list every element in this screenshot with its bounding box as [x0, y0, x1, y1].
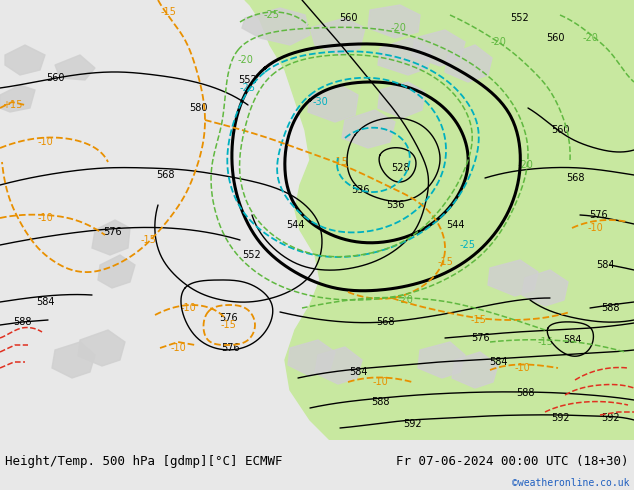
- Text: 588: 588: [13, 317, 31, 327]
- Text: ©weatheronline.co.uk: ©weatheronline.co.uk: [512, 478, 629, 488]
- Polygon shape: [418, 342, 465, 378]
- Text: -10: -10: [587, 223, 603, 233]
- Polygon shape: [78, 330, 125, 366]
- Text: 588: 588: [515, 388, 534, 398]
- Text: 584: 584: [349, 367, 367, 377]
- Text: 584: 584: [36, 297, 55, 307]
- Text: 552: 552: [238, 75, 257, 85]
- Text: 552: 552: [510, 13, 529, 23]
- Text: 592: 592: [551, 413, 569, 423]
- Text: +15: +15: [2, 100, 22, 110]
- Text: 560: 560: [339, 13, 357, 23]
- Text: -20: -20: [490, 37, 506, 47]
- Text: -15: -15: [537, 337, 553, 347]
- Text: 560: 560: [46, 73, 64, 83]
- Text: 560: 560: [551, 125, 569, 135]
- Text: 576: 576: [103, 227, 121, 237]
- Text: -20: -20: [397, 295, 413, 305]
- Polygon shape: [245, 0, 634, 440]
- Text: Fr 07-06-2024 00:00 UTC (18+30): Fr 07-06-2024 00:00 UTC (18+30): [396, 455, 629, 468]
- Text: -15: -15: [332, 157, 348, 167]
- Text: 576: 576: [589, 210, 607, 220]
- Text: 568: 568: [156, 170, 174, 180]
- Text: 592: 592: [600, 413, 619, 423]
- Polygon shape: [98, 255, 135, 288]
- Text: 536: 536: [351, 185, 369, 195]
- Polygon shape: [55, 55, 95, 80]
- Text: 544: 544: [286, 220, 304, 230]
- Text: 552: 552: [243, 250, 261, 260]
- Polygon shape: [242, 8, 310, 45]
- Text: 536: 536: [385, 200, 404, 210]
- Text: 584: 584: [596, 260, 614, 270]
- Text: -10: -10: [37, 137, 53, 147]
- Text: -25: -25: [460, 240, 476, 250]
- Text: 544: 544: [446, 220, 464, 230]
- Text: -25: -25: [240, 83, 256, 93]
- Text: 580: 580: [189, 103, 207, 113]
- Polygon shape: [310, 18, 365, 55]
- Text: -15: -15: [470, 315, 486, 325]
- Text: -10: -10: [37, 213, 53, 223]
- Polygon shape: [488, 260, 538, 296]
- Text: 568: 568: [376, 317, 394, 327]
- Text: -20: -20: [517, 160, 533, 170]
- Polygon shape: [315, 347, 362, 384]
- Text: 592: 592: [403, 419, 422, 429]
- Polygon shape: [445, 45, 492, 82]
- Text: 584: 584: [563, 335, 581, 345]
- Text: 576: 576: [470, 333, 489, 343]
- Text: -20: -20: [237, 55, 253, 65]
- Polygon shape: [0, 85, 35, 112]
- Text: 588: 588: [371, 397, 389, 407]
- Polygon shape: [378, 82, 425, 118]
- Text: -15: -15: [220, 320, 236, 330]
- Text: -25: -25: [264, 10, 280, 20]
- Polygon shape: [308, 85, 358, 122]
- Text: 576: 576: [219, 313, 237, 323]
- Polygon shape: [522, 270, 568, 306]
- Text: -20: -20: [582, 33, 598, 43]
- Polygon shape: [5, 45, 45, 75]
- Text: Height/Temp. 500 hPa [gdmp][°C] ECMWF: Height/Temp. 500 hPa [gdmp][°C] ECMWF: [5, 455, 283, 468]
- Text: -10: -10: [372, 377, 388, 387]
- Polygon shape: [288, 340, 335, 376]
- Polygon shape: [412, 30, 465, 66]
- Text: 576: 576: [221, 343, 239, 353]
- Text: -10: -10: [170, 343, 186, 353]
- Polygon shape: [378, 38, 432, 75]
- Text: -30: -30: [312, 97, 328, 107]
- Text: -15: -15: [437, 257, 453, 267]
- Text: 584: 584: [489, 357, 507, 367]
- Polygon shape: [92, 220, 130, 255]
- Text: 528: 528: [391, 163, 410, 173]
- Text: 560: 560: [546, 33, 564, 43]
- Text: -10: -10: [180, 303, 196, 313]
- Text: -20: -20: [390, 23, 406, 33]
- Text: -15: -15: [160, 7, 176, 17]
- Text: 568: 568: [566, 173, 585, 183]
- Text: -10: -10: [514, 363, 530, 373]
- Polygon shape: [342, 110, 395, 148]
- Polygon shape: [452, 352, 498, 388]
- Text: -15: -15: [140, 235, 156, 245]
- Text: 588: 588: [601, 303, 619, 313]
- Polygon shape: [368, 5, 420, 38]
- Polygon shape: [52, 342, 95, 378]
